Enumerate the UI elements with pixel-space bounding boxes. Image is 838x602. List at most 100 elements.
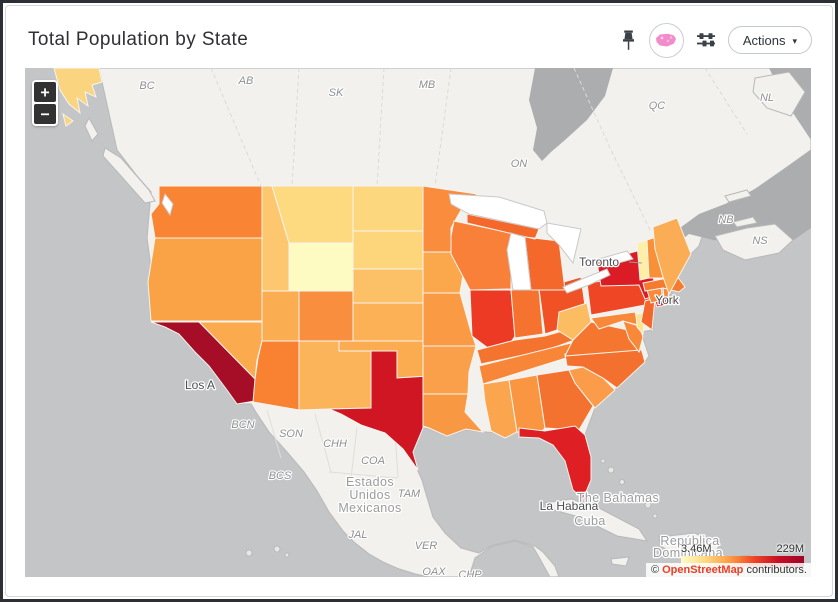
- mexico-border-0: [266, 409, 282, 459]
- state-WY[interactable]: [288, 242, 354, 292]
- state-IA[interactable]: [422, 251, 466, 294]
- island-5: [724, 189, 752, 203]
- state-TX[interactable]: [328, 350, 430, 471]
- label-ver: VER: [415, 540, 438, 552]
- pin-icon[interactable]: [621, 30, 636, 51]
- legend-gradient-bar: [681, 556, 804, 567]
- state-LA[interactable]: [422, 393, 485, 437]
- state-ND[interactable]: [352, 185, 424, 232]
- canada-border-0: [210, 68, 262, 187]
- attribution-copyright: ©: [650, 564, 663, 576]
- island-8: [610, 556, 630, 567]
- island-6: [542, 498, 649, 542]
- lake-5: [161, 192, 174, 217]
- canada-border-3: [434, 68, 452, 187]
- small-island: [273, 545, 281, 553]
- inland-water-0: [529, 68, 613, 161]
- actions-button[interactable]: Actions ▾: [727, 26, 812, 54]
- small-island: [652, 513, 658, 519]
- label-la-habana: La Habana: [540, 499, 599, 513]
- visualization-type-button[interactable]: [648, 22, 684, 58]
- toronto-leader-line: [628, 261, 643, 264]
- map-legend: 3.46M 229M: [681, 543, 804, 567]
- state-IN[interactable]: [510, 289, 544, 339]
- state-WV[interactable]: [556, 302, 592, 341]
- dashboard-panel: Total Population by State: [5, 5, 833, 597]
- map-canvas[interactable]: BC AB SK MB ON QC NL NB NS BCN SON CHH COA BCS TAM JAL V…: [25, 68, 811, 577]
- page-title: Total Population by State: [28, 29, 249, 50]
- label-mb: MB: [419, 79, 436, 91]
- map-zoom-control: + −: [32, 80, 58, 126]
- mexico-border-2: [350, 427, 358, 479]
- label-york: York: [655, 293, 680, 307]
- attribution-suffix: contributors.: [743, 564, 807, 576]
- canada-border-2: [376, 68, 385, 187]
- label-on: ON: [511, 158, 528, 170]
- label-unidos: Unidos: [349, 488, 390, 502]
- small-island: [619, 479, 625, 485]
- state-AZ[interactable]: [252, 340, 300, 411]
- mexico-border-4: [328, 471, 398, 479]
- label-qc: QC: [649, 100, 666, 112]
- state-SD[interactable]: [352, 230, 424, 270]
- small-island: [245, 549, 253, 557]
- canada-border-5: [704, 68, 748, 135]
- label-chp: CHP: [458, 569, 482, 577]
- label-cuba: Cuba: [574, 514, 605, 528]
- state-UT[interactable]: [261, 290, 300, 342]
- label-son: SON: [279, 428, 303, 440]
- panel-toolbar: Actions ▾: [621, 22, 812, 58]
- lake-3: [562, 268, 611, 294]
- state-NE[interactable]: [352, 268, 424, 304]
- state-MD[interactable]: [590, 311, 644, 354]
- zoom-out-button[interactable]: −: [34, 104, 56, 124]
- island-1: [84, 116, 99, 142]
- state-ME[interactable]: [652, 217, 692, 296]
- choropleth-map-icon: [656, 33, 677, 46]
- push-pin-icon: [622, 30, 634, 50]
- map-attribution: © OpenStreetMap contributors.: [645, 563, 811, 577]
- label-sk: SK: [329, 87, 344, 99]
- state-NC[interactable]: [564, 347, 646, 389]
- small-island: [563, 506, 567, 510]
- zoom-in-button[interactable]: +: [34, 82, 56, 102]
- label-rep-blica: República: [660, 534, 719, 548]
- label-jal: JAL: [348, 529, 368, 541]
- small-island: [607, 466, 615, 474]
- label-bc: BC: [139, 80, 154, 92]
- state-FL[interactable]: [518, 425, 592, 500]
- legend-max-value: 229M: [776, 543, 804, 555]
- state-CA[interactable]: [150, 321, 256, 405]
- label-nl: NL: [760, 92, 774, 104]
- label-coa: COA: [361, 455, 385, 467]
- sliders-icon: [696, 33, 715, 47]
- state-OR[interactable]: [147, 237, 263, 322]
- small-island: [571, 502, 577, 508]
- lake-1: [506, 232, 532, 291]
- label-los-a: Los A: [185, 378, 215, 392]
- island-0: [102, 147, 156, 204]
- canada-border-4: [573, 68, 652, 233]
- label-oax: OAX: [422, 566, 446, 577]
- label-toronto: Toronto: [579, 255, 619, 269]
- lake-2: [546, 222, 582, 265]
- actions-button-label: Actions: [742, 32, 786, 48]
- small-island: [600, 458, 606, 464]
- label-bcn: BCN: [231, 419, 254, 431]
- state-KS[interactable]: [352, 302, 424, 342]
- island-2: [714, 223, 794, 261]
- state-AK[interactable]: [53, 68, 103, 127]
- label-mexicanos: Mexicanos: [338, 501, 401, 515]
- state-VA[interactable]: [564, 321, 642, 357]
- label-tam: TAM: [398, 488, 421, 500]
- filter-sliders-icon[interactable]: [696, 32, 715, 48]
- choropleth-map[interactable]: BC AB SK MB ON QC NL NB NS BCN SON CHH COA BCS TAM JAL V…: [25, 68, 811, 577]
- label-chh: CHH: [323, 438, 347, 450]
- state-AR[interactable]: [422, 345, 477, 395]
- openstreetmap-link[interactable]: OpenStreetMap: [662, 564, 744, 576]
- mexico-border-1: [314, 413, 332, 473]
- label-nb: NB: [718, 214, 733, 226]
- state-MO[interactable]: [422, 292, 477, 347]
- legend-min-value: 3.46M: [681, 543, 712, 555]
